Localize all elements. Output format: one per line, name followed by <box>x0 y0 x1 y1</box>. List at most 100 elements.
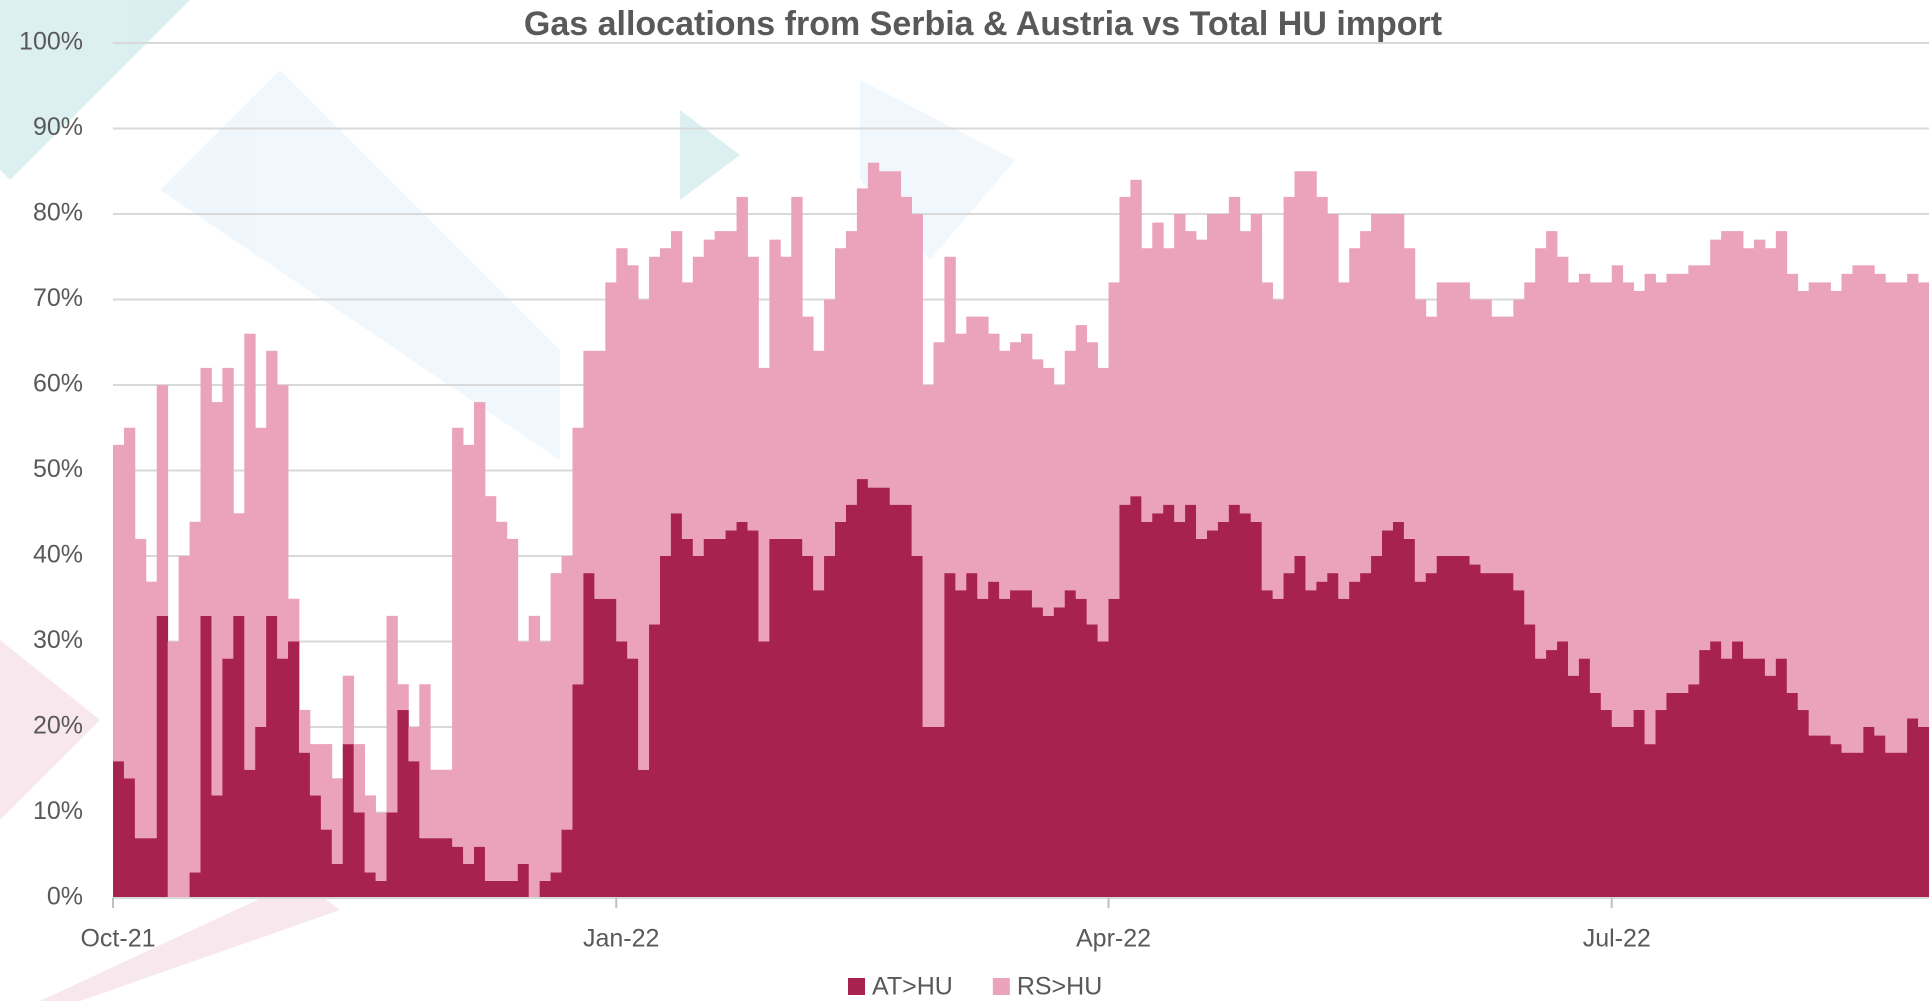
bar-segment <box>1567 675 1580 898</box>
bar-segment <box>1688 265 1700 685</box>
bar-segment <box>681 538 694 898</box>
bar-segment <box>1600 282 1613 710</box>
bar-segment <box>441 769 453 839</box>
bar-segment <box>484 496 497 881</box>
bar-segment <box>1436 282 1449 556</box>
bar-segment <box>1753 239 1766 659</box>
bar-segment <box>1382 214 1394 531</box>
bar-segment <box>463 444 475 864</box>
bar-segment <box>1217 214 1230 522</box>
bar-segment <box>649 624 661 898</box>
bar-segment <box>211 795 223 898</box>
bar-segment <box>298 752 311 898</box>
bar-segment <box>1327 214 1339 574</box>
bar-segment <box>1021 590 1033 898</box>
bar-segment <box>189 521 201 873</box>
bar-segment <box>1896 282 1908 753</box>
bar-segment <box>824 556 836 898</box>
bar-segment <box>145 838 158 898</box>
bar-segment <box>408 727 420 762</box>
bar-segment <box>1557 256 1569 642</box>
bar-segment <box>725 530 737 898</box>
bar-segment <box>670 231 683 514</box>
bar-segment <box>670 513 683 898</box>
bar-segment <box>1075 598 1088 898</box>
bar-segment <box>1480 573 1492 898</box>
bars <box>113 162 1929 898</box>
x-tick-label: Jul-22 <box>1583 925 1651 953</box>
x-tick-label: Apr-22 <box>1076 925 1151 953</box>
bar-segment <box>419 684 431 839</box>
bar-segment <box>933 342 945 727</box>
bar-segment <box>474 846 486 898</box>
bar-segment <box>320 744 333 830</box>
bar-segment <box>277 385 289 659</box>
bar-segment <box>1042 367 1055 616</box>
bar-segment <box>342 744 355 898</box>
bar-segment <box>1196 239 1208 539</box>
bar-segment <box>1316 581 1328 898</box>
bar-segment <box>1316 196 1328 582</box>
bar-segment <box>780 256 792 539</box>
y-tick-label: 60% <box>33 370 83 398</box>
bar-segment <box>1589 692 1602 898</box>
bar-segment <box>692 556 705 898</box>
bar-segment <box>1053 385 1066 608</box>
bar-segment <box>1458 556 1470 898</box>
bar-segment <box>1753 658 1766 898</box>
bar-segment <box>813 590 825 898</box>
bar-segment <box>988 581 1000 898</box>
bar-segment <box>605 598 617 898</box>
bar-segment <box>1666 273 1678 693</box>
bar-segment <box>1622 282 1635 727</box>
bar-segment <box>134 838 147 898</box>
bar-segment <box>966 573 978 898</box>
bar-segment <box>1797 709 1810 898</box>
bar-segment <box>266 615 278 898</box>
bar-segment <box>495 880 508 898</box>
bar-segment <box>1021 333 1033 591</box>
bar-segment <box>616 641 628 898</box>
bar-segment <box>1644 273 1656 745</box>
legend-swatch <box>992 978 1010 995</box>
bar-segment <box>1502 316 1514 574</box>
bar-segment <box>1360 231 1372 574</box>
bar-segment <box>517 863 530 898</box>
bar-segment <box>758 367 770 642</box>
bar-segment <box>1699 650 1711 898</box>
bar-segment <box>878 171 891 488</box>
bar-segment <box>113 444 125 762</box>
bar-segment <box>889 504 902 898</box>
bar-segment <box>113 761 125 898</box>
bar-segment <box>1808 735 1821 898</box>
bar-segment <box>1010 342 1022 591</box>
bar-segment <box>703 538 716 898</box>
bar-segment <box>1447 556 1459 898</box>
bar-segment <box>484 880 497 898</box>
bar-segment <box>1830 744 1842 898</box>
bar-segment <box>1535 658 1547 898</box>
legend: AT>HU RS>HU <box>848 973 1102 1001</box>
bar-segment <box>966 316 978 574</box>
bar-segment <box>1064 350 1077 591</box>
bar-segment <box>1458 282 1470 556</box>
bar-segment <box>659 556 672 898</box>
bar-segment <box>802 556 814 898</box>
bar-segment <box>1775 658 1788 898</box>
bar-segment <box>714 231 727 539</box>
bar-segment <box>1261 590 1274 898</box>
bar-segment <box>955 590 967 898</box>
bar-segment <box>1349 581 1361 898</box>
bar-segment <box>1349 248 1361 582</box>
bar-segment <box>463 863 475 898</box>
legend-label: AT>HU <box>872 973 953 1001</box>
bar-segment <box>1666 692 1678 898</box>
bar-segment <box>758 641 770 898</box>
bar-segment <box>200 367 212 616</box>
bar-segment <box>1469 299 1481 565</box>
bar-segment <box>1863 727 1875 898</box>
bar-segment <box>1119 504 1131 898</box>
bar-segment <box>1491 316 1503 574</box>
bar-segment <box>309 795 322 898</box>
bar-segment <box>1414 581 1427 898</box>
